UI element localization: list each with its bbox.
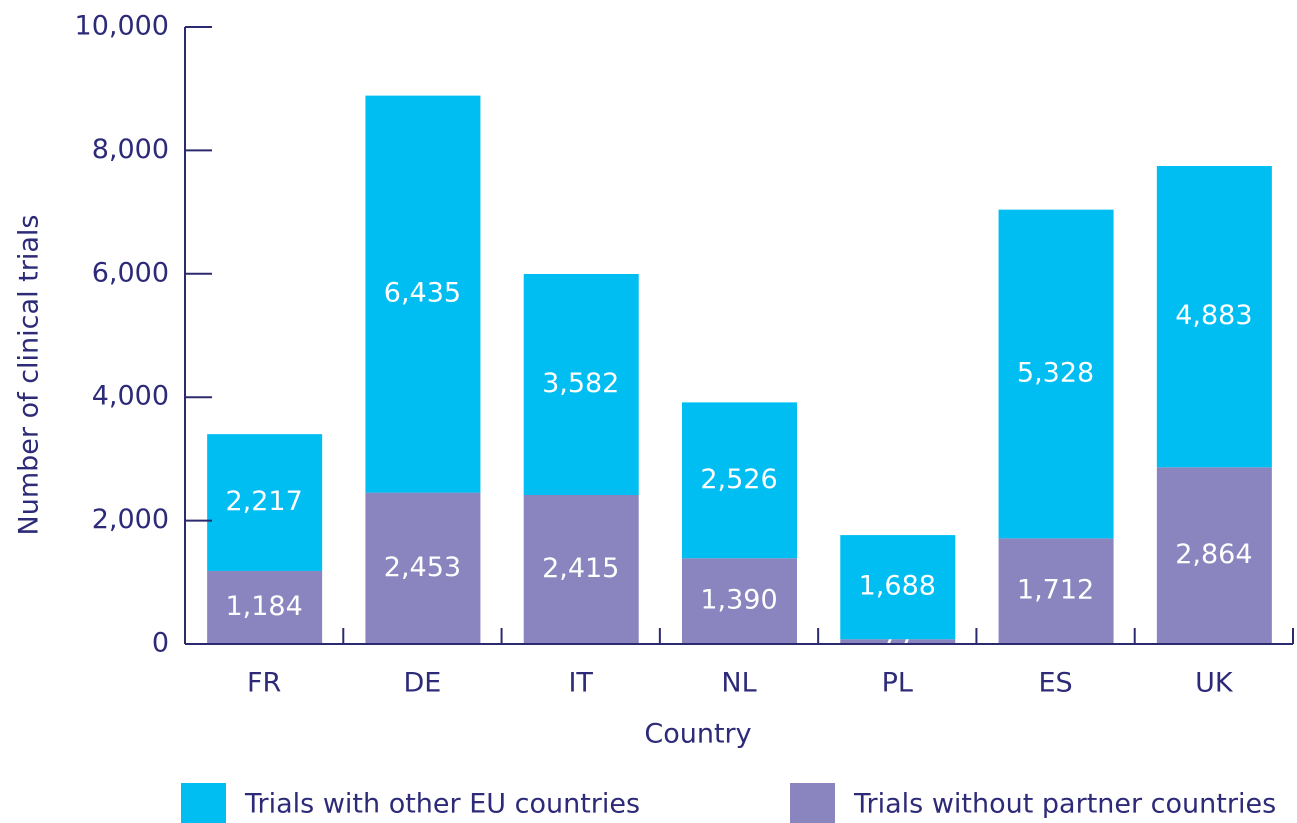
bar-segment	[682, 558, 797, 644]
value-label: 2,415	[542, 553, 619, 584]
value-label: 2,217	[225, 486, 302, 517]
value-label: 4,883	[1175, 300, 1252, 331]
bar-segment	[365, 492, 481, 644]
legend-label: Trials without partner countries	[853, 789, 1276, 820]
y-tick-label: 10,000	[75, 11, 169, 42]
value-label: 2,864	[1175, 539, 1252, 570]
bar-segment	[998, 538, 1114, 644]
bar-segment	[1156, 166, 1272, 468]
y-tick-label: 4,000	[92, 381, 169, 412]
y-tick-label: 0	[152, 628, 169, 659]
y-tick-label: 6,000	[92, 257, 169, 288]
x-tick-label: IT	[568, 668, 593, 699]
value-label: 1,184	[225, 591, 302, 622]
y-tick-label: 8,000	[92, 134, 169, 165]
y-axis-label: Number of clinical trials	[14, 215, 45, 536]
x-tick-label: NL	[721, 668, 756, 699]
legend-swatch	[790, 783, 835, 823]
value-label: 1,712	[1017, 575, 1094, 606]
y-tick-label: 2,000	[92, 504, 169, 535]
x-tick-label: UK	[1195, 668, 1234, 699]
x-tick-label: PL	[882, 668, 913, 699]
legend-swatch	[181, 783, 226, 823]
bar-segment	[523, 494, 639, 644]
value-label: 3,582	[542, 368, 619, 399]
bar-segment	[682, 402, 797, 559]
value-label: 6,435	[384, 278, 461, 309]
x-tick-label: FR	[247, 668, 281, 699]
bar-segment	[840, 639, 956, 644]
bar-segment	[207, 570, 323, 644]
value-label: 1,390	[700, 585, 777, 616]
bar-segment	[1156, 467, 1272, 644]
x-axis-label: Country	[644, 719, 751, 750]
x-tick-label: DE	[403, 668, 441, 699]
value-label: 1,688	[859, 571, 936, 602]
bar-segment	[523, 273, 639, 495]
value-label: 2,453	[384, 552, 461, 583]
value-label: 2,526	[700, 464, 777, 495]
bar-segment	[840, 535, 956, 640]
x-tick-label: ES	[1038, 668, 1072, 699]
legend-label: Trials with other EU countries	[244, 789, 640, 820]
value-label: 5,328	[1017, 358, 1094, 389]
bar-segment	[365, 95, 481, 493]
bar-segment	[998, 209, 1114, 539]
bar-segment	[207, 434, 323, 571]
